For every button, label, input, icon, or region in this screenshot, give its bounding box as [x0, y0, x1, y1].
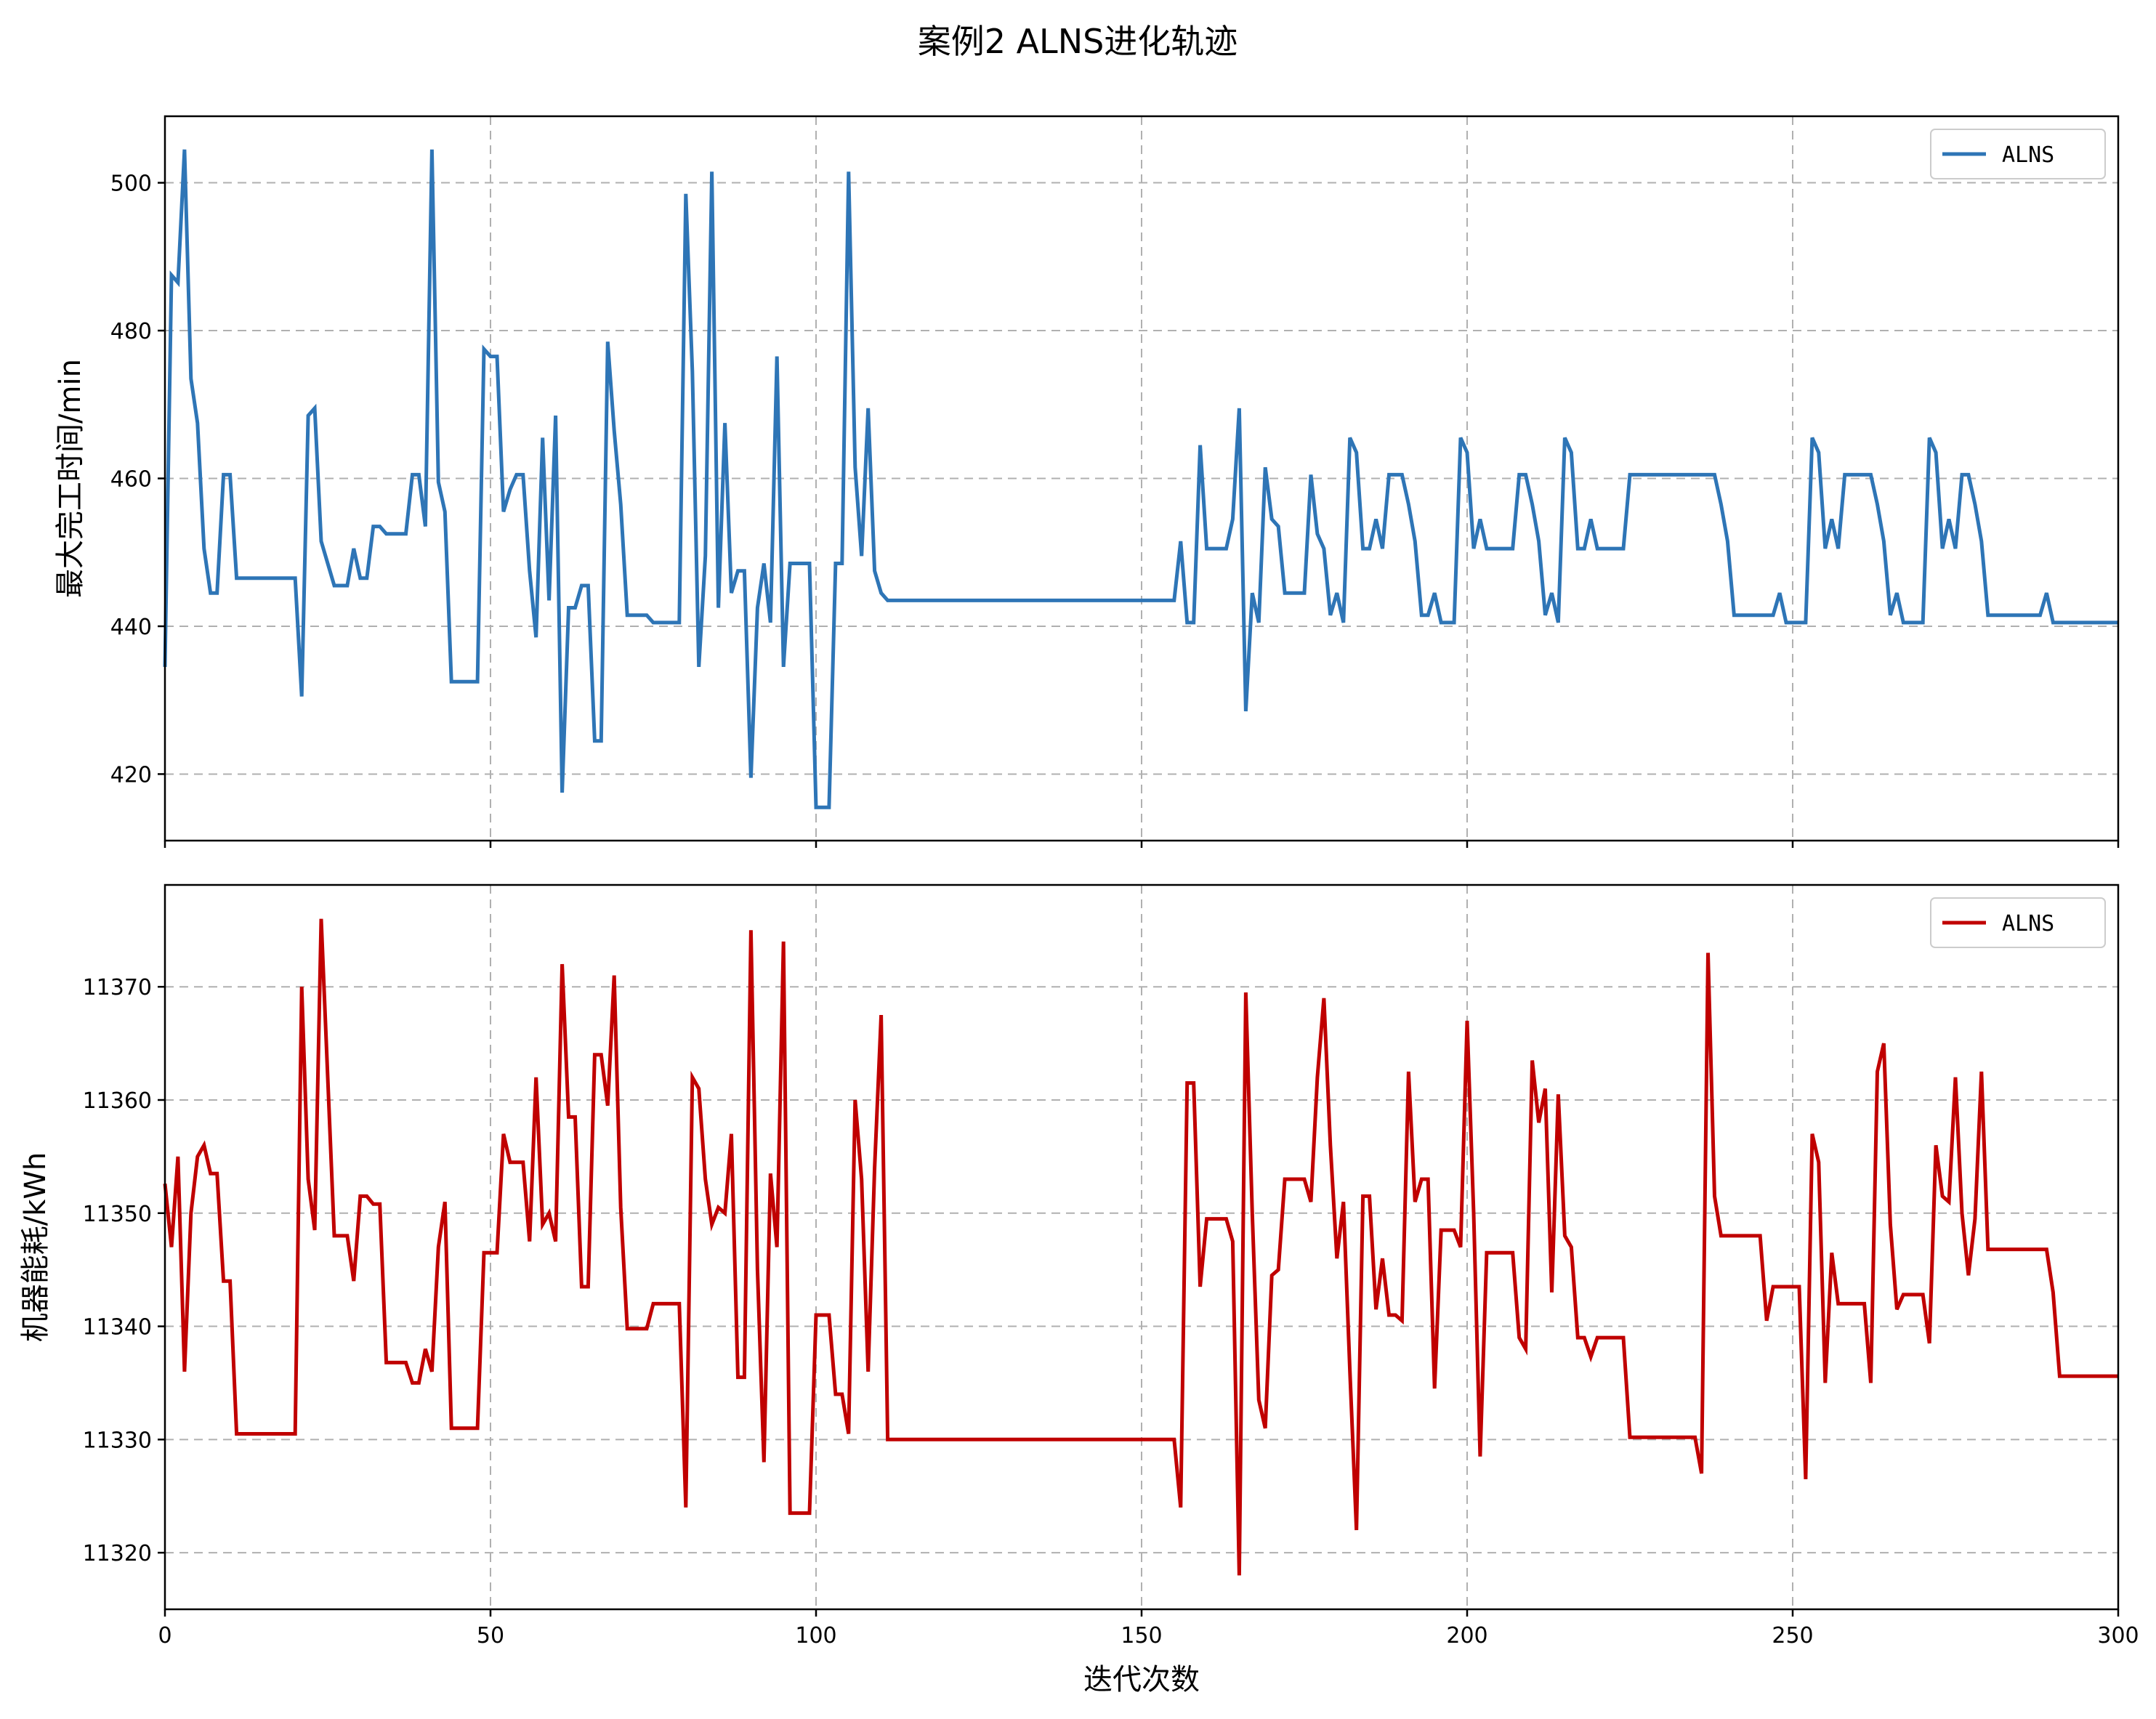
energy-xtick-label-0: 0 [158, 1623, 171, 1649]
makespan-ytick-label-500: 500 [110, 171, 152, 197]
energy-ytick-label-11340: 11340 [83, 1315, 152, 1340]
energy-ytick-label-11320: 11320 [83, 1541, 152, 1566]
energy-legend-label-0: ALNS [2002, 911, 2054, 937]
makespan-legend-box [1930, 129, 2106, 179]
energy-xtick-label-300: 300 [2097, 1623, 2139, 1649]
makespan-ytick-label-420: 420 [110, 762, 152, 788]
makespan-ytick-label-480: 480 [110, 319, 152, 344]
energy-ytick-label-11360: 11360 [83, 1088, 152, 1114]
energy-xlabel: 迭代次数 [1083, 1663, 1200, 1696]
energy-ylabel: 机器能耗/kWh [19, 1152, 52, 1343]
makespan-ytick-label-440: 440 [110, 615, 152, 640]
energy-ytick-label-11370: 11370 [83, 975, 152, 1000]
energy-xtick-label-100: 100 [795, 1623, 836, 1649]
energy-ytick-label-11330: 11330 [83, 1428, 152, 1453]
makespan-legend-label-0: ALNS [2002, 142, 2054, 168]
energy-ytick-label-11350: 11350 [83, 1202, 152, 1227]
energy-xtick-label-50: 50 [477, 1623, 504, 1649]
makespan-panel: 420 440 460 480 500 最大完工时间/min ALNS [54, 115, 2120, 848]
makespan-series-line-0 [163, 149, 2118, 809]
energy-legend: ALNS [1930, 897, 2106, 948]
chart-title: 案例2 ALNS进化轨迹 [918, 22, 1238, 61]
energy-legend-box [1930, 897, 2106, 948]
makespan-legend: ALNS [1930, 129, 2106, 179]
energy-xtick-label-150: 150 [1121, 1623, 1162, 1649]
energy-panel: 0 50 100 150 200 250 300 11320 11330 11340 11350 11… [19, 883, 2139, 1696]
makespan-ytick-label-460: 460 [110, 467, 152, 493]
energy-xtick-label-250: 250 [1772, 1623, 1813, 1649]
energy-series-line-0 [163, 918, 2118, 1576]
energy-xtick-label-200: 200 [1446, 1623, 1487, 1649]
makespan-ylabel: 最大完工时间/min [54, 359, 87, 598]
